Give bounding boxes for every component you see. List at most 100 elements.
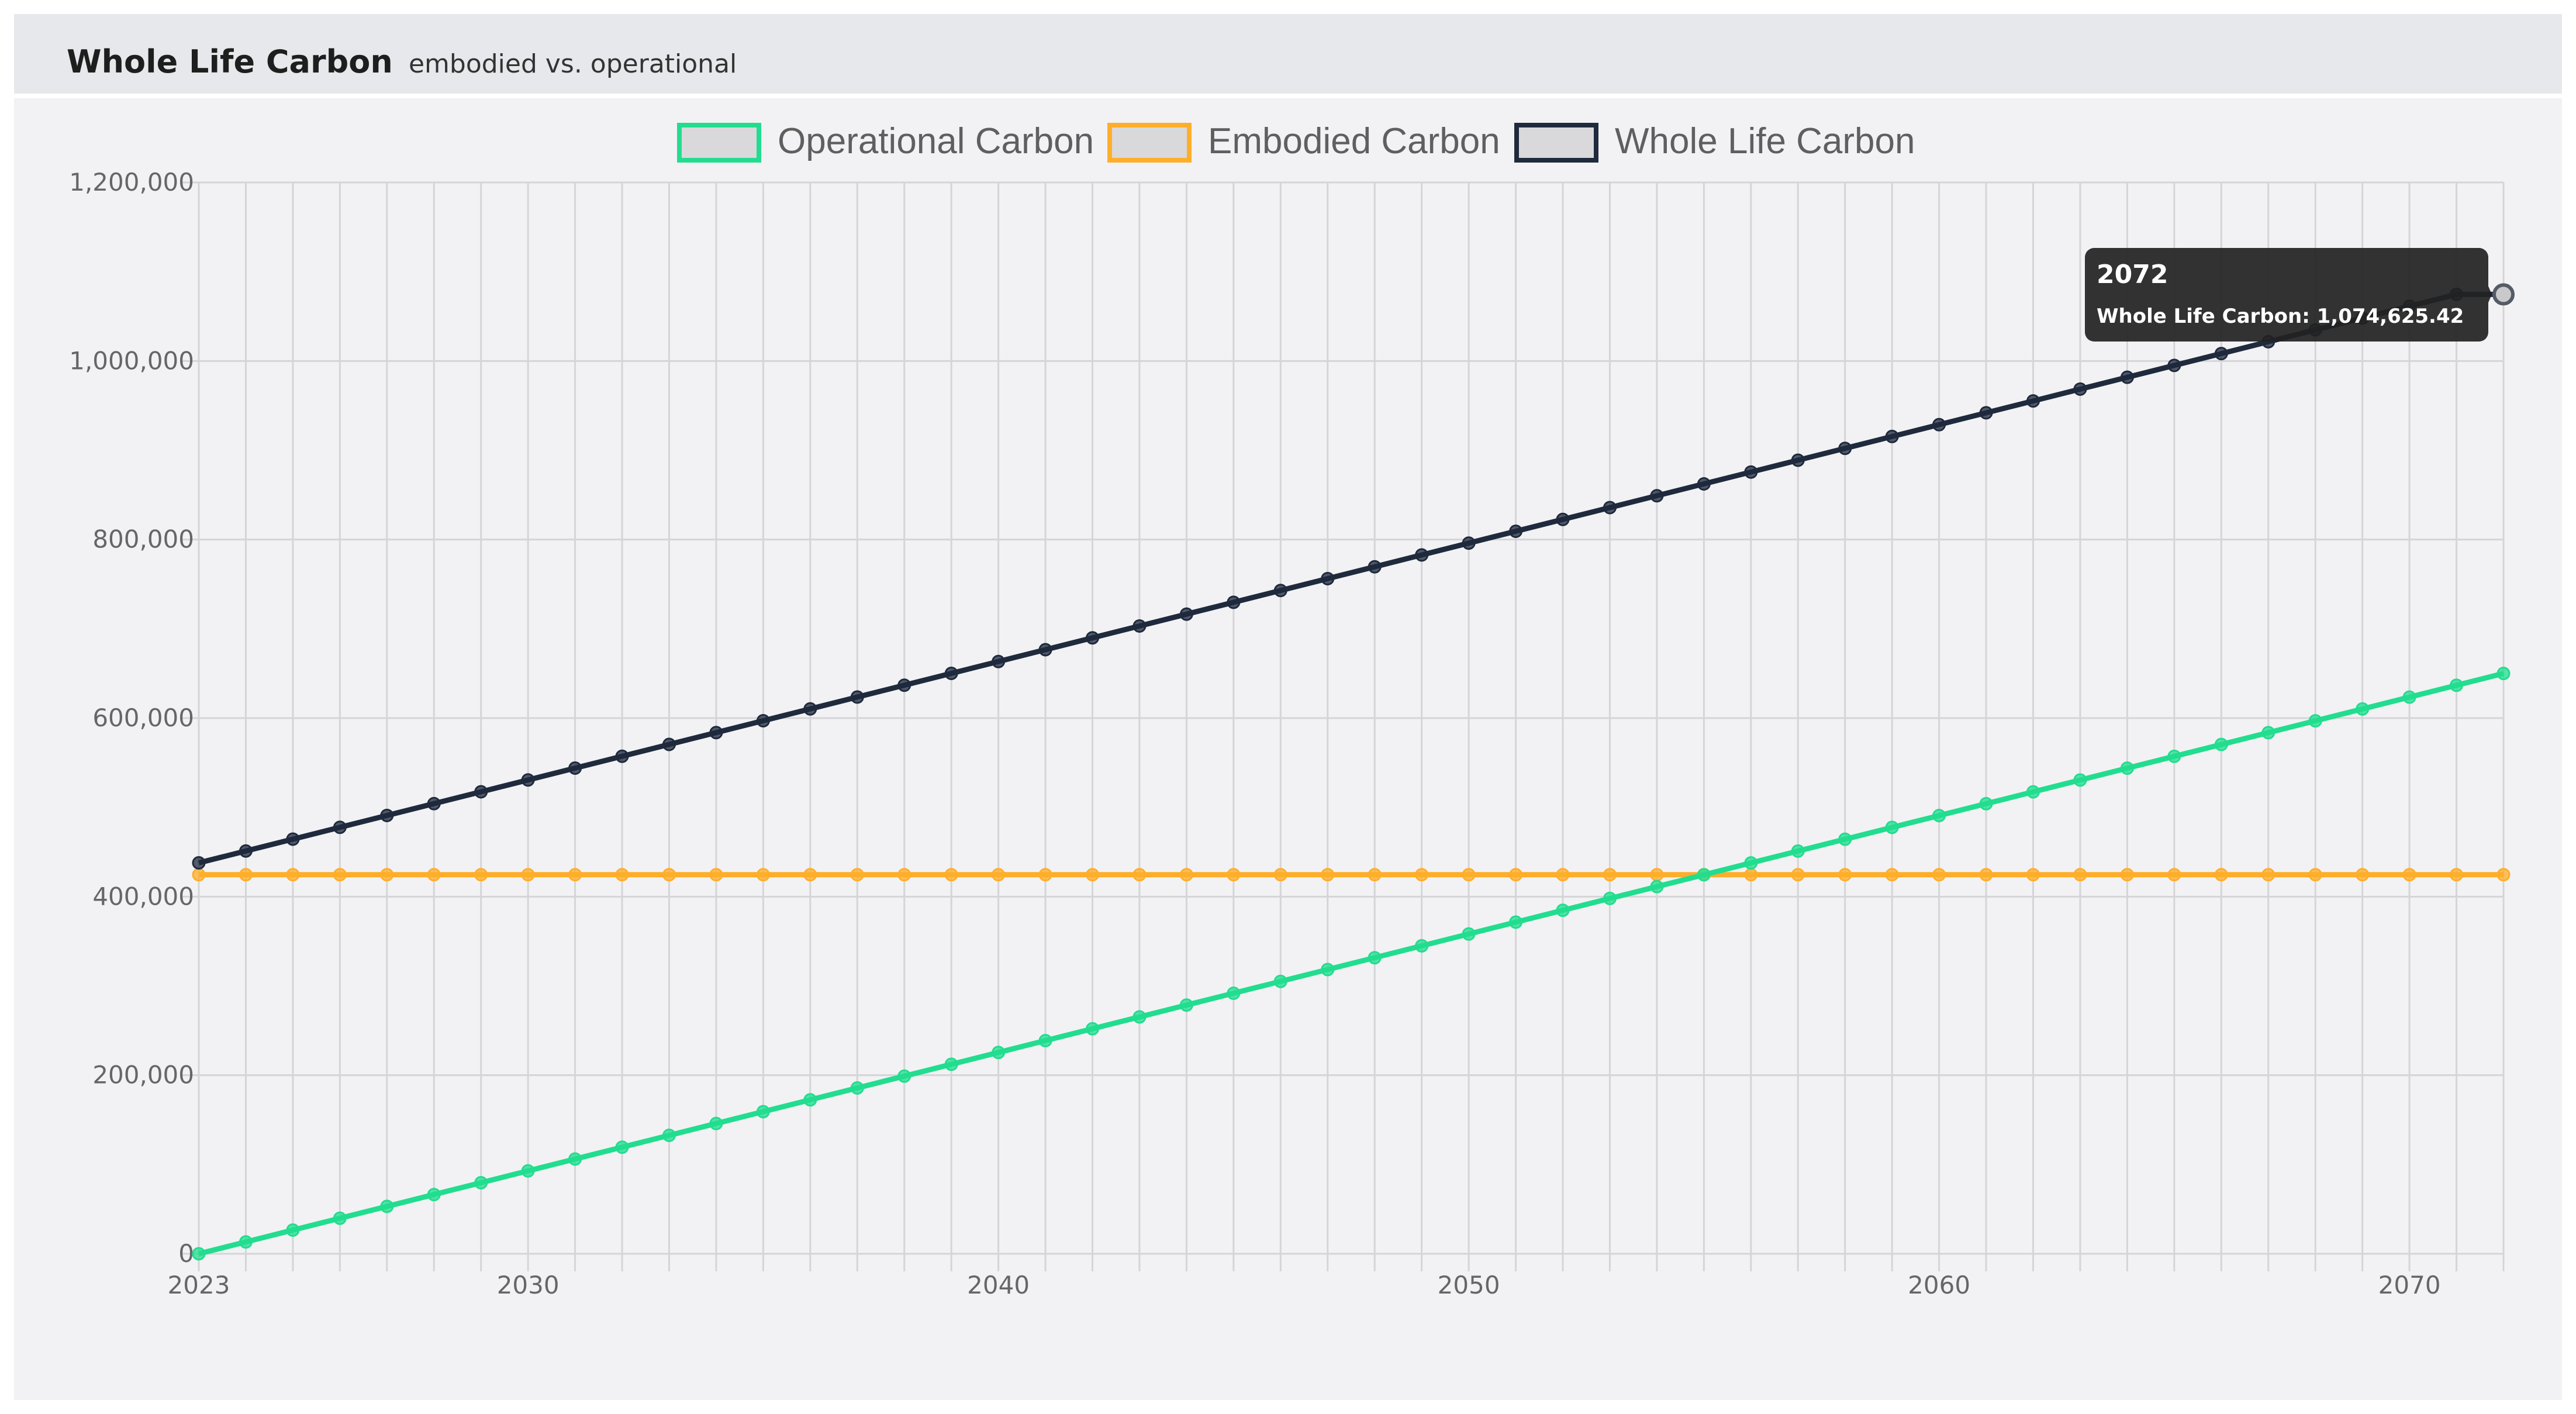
card-title: Whole Life Carbon embodied vs. operation… (67, 43, 737, 80)
data-point (427, 796, 441, 811)
data-point (521, 773, 535, 787)
data-point (1273, 974, 1287, 988)
data-point (756, 713, 770, 727)
data-point (192, 1247, 206, 1261)
data-point (992, 868, 1006, 882)
tooltip-caret (2488, 286, 2492, 303)
y-tick-label: 200,000 (92, 1061, 194, 1089)
data-point (944, 1057, 958, 1071)
x-tick-label: 2040 (967, 1271, 1030, 1299)
data-point (2167, 749, 2181, 763)
data-point (2356, 702, 2370, 716)
legend-label-operational: Operational Carbon (778, 121, 1094, 161)
data-point (380, 868, 394, 882)
data-point (1415, 548, 1429, 562)
data-point (1603, 868, 1617, 882)
data-point (944, 666, 958, 680)
data-point (1838, 868, 1852, 882)
data-point (1885, 820, 1899, 834)
data-point (1086, 631, 1100, 645)
data-point (709, 726, 723, 740)
data-point (1368, 868, 1382, 882)
legend-item-operational[interactable]: Operational Carbon (677, 121, 1094, 163)
data-point (1368, 560, 1382, 574)
data-point (1791, 844, 1805, 858)
data-point (239, 844, 253, 858)
legend-swatch-whole-life (1514, 123, 1598, 163)
data-point (2496, 868, 2511, 882)
data-point (662, 1128, 676, 1142)
y-tick-label: 400,000 (92, 882, 194, 911)
data-point (1509, 524, 1523, 538)
y-tick-label: 800,000 (92, 525, 194, 554)
data-point (568, 1152, 582, 1166)
x-tick-label: 2060 (1908, 1271, 1970, 1299)
data-point (803, 868, 817, 882)
data-point (1885, 429, 1899, 443)
data-point (1932, 418, 1946, 432)
series-operational (192, 667, 2511, 1261)
data-point (1179, 998, 1193, 1012)
data-point (1227, 595, 1241, 609)
x-tick-label: 2030 (497, 1271, 560, 1299)
data-point (1556, 512, 1570, 526)
x-tick-label: 2070 (2378, 1271, 2441, 1299)
data-point (992, 1046, 1006, 1060)
chart-title: Whole Life Carbon (67, 43, 393, 80)
chart-series (192, 283, 2515, 1261)
data-point (286, 868, 300, 882)
data-point (2120, 868, 2134, 882)
legend-item-whole-life[interactable]: Whole Life Carbon (1514, 121, 1915, 163)
data-point (474, 1175, 488, 1189)
data-point (380, 809, 394, 823)
data-point (1368, 951, 1382, 965)
chart-legend: Operational Carbon Embodied Carbon Whole L… (677, 121, 1915, 163)
data-point (2214, 737, 2228, 751)
data-point (286, 1223, 300, 1237)
data-point (1697, 868, 1711, 882)
data-point (992, 654, 1006, 668)
data-point (1273, 868, 1287, 882)
data-point (1603, 891, 1617, 905)
data-point (239, 1235, 253, 1249)
tooltip-title: 2072 (2097, 260, 2168, 289)
data-point (1509, 868, 1523, 882)
data-point (897, 678, 911, 692)
data-point (756, 1105, 770, 1119)
data-point (380, 1199, 394, 1213)
data-point (756, 868, 770, 882)
data-point (1179, 607, 1193, 621)
data-point (1462, 868, 1476, 882)
data-point (521, 868, 535, 882)
data-point (1273, 584, 1287, 598)
data-point (2073, 382, 2087, 396)
data-point (709, 868, 723, 882)
series-whole-life (192, 283, 2515, 870)
data-point (1744, 465, 1758, 479)
data-point (1462, 927, 1476, 941)
data-point (1838, 442, 1852, 456)
data-point (2214, 347, 2228, 361)
y-tick-label: 1,200,000 (69, 168, 194, 196)
data-point (1038, 643, 1052, 657)
data-point (1038, 868, 1052, 882)
data-point (897, 1069, 911, 1083)
data-point (474, 868, 488, 882)
series-line-operational (198, 671, 2505, 1257)
data-point (1650, 880, 1664, 894)
chart-subtitle: embodied vs. operational (408, 49, 737, 79)
data-point (1932, 809, 1946, 823)
legend-swatch-embodied (1107, 123, 1192, 163)
data-point (1932, 868, 1946, 882)
data-point (1650, 489, 1664, 503)
data-point (2167, 358, 2181, 373)
data-point (1603, 501, 1617, 515)
legend-swatch-operational (677, 123, 761, 163)
data-point (568, 761, 582, 775)
data-point (2073, 773, 2087, 787)
data-point (2120, 370, 2134, 384)
legend-label-whole-life: Whole Life Carbon (1615, 121, 1915, 161)
chart-tooltip: 2072 Whole Life Carbon: 1,074,625.42 (2085, 248, 2492, 342)
legend-item-embodied[interactable]: Embodied Carbon (1107, 121, 1500, 163)
